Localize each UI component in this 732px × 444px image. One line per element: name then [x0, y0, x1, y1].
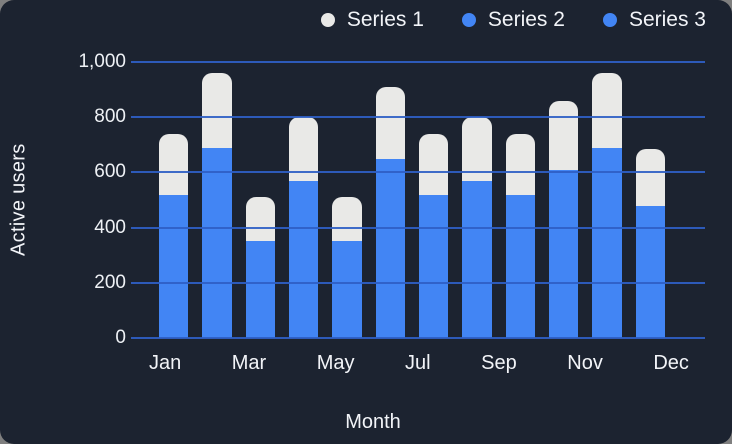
bar-segment-dec-series-1[interactable] [635, 148, 665, 206]
bar-segment-nov-series-2[interactable] [592, 147, 622, 243]
bar-segment-nov-series-1[interactable] [592, 73, 622, 148]
bar-segment-oct-series-3[interactable] [548, 253, 579, 338]
x-tick-label-jul: Jul [405, 352, 431, 374]
bar-segment-may-series-1[interactable] [332, 197, 362, 242]
bar-feb[interactable] [202, 62, 232, 338]
bar-segment-jul-series-1[interactable] [418, 133, 449, 195]
bar-nov[interactable] [592, 62, 622, 338]
bar-segment-feb-series-3[interactable] [202, 242, 232, 338]
bar-segment-apr-series-3[interactable] [288, 259, 319, 338]
bar-segment-mar-series-1[interactable] [245, 197, 275, 242]
bar-segment-aug-series-3[interactable] [462, 259, 492, 338]
x-tick-label-may: May [316, 352, 355, 374]
x-axis-ticks: Jan Mar May Jul Sep Nov Dec [145, 352, 705, 375]
bar-segment-sep-series-1[interactable] [505, 133, 535, 195]
bar-segment-jun-series-3[interactable] [375, 248, 405, 338]
y-tick-label-1000: 1,000 [78, 51, 126, 72]
bar-segment-sep-series-3[interactable] [505, 266, 535, 338]
x-tick-label-nov: Nov [567, 352, 603, 374]
bar-segment-jan-series-3[interactable] [159, 266, 189, 338]
bar-sep[interactable] [505, 62, 535, 338]
bar-segment-jul-series-3[interactable] [418, 266, 449, 338]
bar-segment-mar-series-2[interactable] [245, 241, 275, 290]
legend-dot-icon [461, 12, 476, 27]
bar-segment-jun-series-1[interactable] [375, 86, 405, 159]
bar-apr[interactable] [288, 62, 319, 338]
bar-segment-oct-series-1[interactable] [548, 100, 579, 170]
bar-segment-may-series-3[interactable] [332, 289, 362, 338]
legend-item-series-2[interactable]: Series 2 [461, 7, 565, 32]
bars-layer [145, 62, 705, 338]
bar-segment-oct-series-2[interactable] [548, 169, 579, 254]
bar-segment-sep-series-2[interactable] [505, 194, 535, 267]
y-tick-label-600: 600 [94, 161, 126, 183]
y-tick-label-800: 800 [94, 106, 126, 128]
x-axis-title: Month [345, 411, 401, 433]
plot-area: 0 200 400 600 800 1,000 [78, 51, 705, 348]
bar-segment-jan-series-1[interactable] [159, 133, 189, 195]
x-tick-label-sep: Sep [481, 352, 517, 374]
bar-segment-dec-series-2[interactable] [635, 205, 665, 272]
bar-segment-jun-series-2[interactable] [375, 158, 405, 249]
bar-segment-may-series-2[interactable] [332, 241, 362, 290]
bar-segment-jul-series-2[interactable] [418, 194, 449, 267]
y-tick-label-400: 400 [94, 216, 126, 238]
bar-segment-apr-series-2[interactable] [288, 180, 319, 260]
bar-jun[interactable] [375, 62, 405, 338]
legend-label: Series 1 [346, 8, 424, 31]
bar-dec[interactable] [635, 62, 665, 338]
chart-legend: Series 1 Series 2 Series 3 [320, 7, 706, 32]
bar-segment-aug-series-1[interactable] [462, 117, 492, 181]
bar-jul[interactable] [418, 62, 449, 338]
bar-segment-aug-series-2[interactable] [462, 180, 492, 260]
bar-may[interactable] [332, 62, 362, 338]
bar-segment-nov-series-3[interactable] [592, 242, 622, 338]
y-axis-title: Active users [7, 143, 30, 257]
bar-segment-jan-series-2[interactable] [159, 194, 189, 267]
x-tick-label-dec: Dec [653, 352, 689, 374]
bar-segment-apr-series-1[interactable] [288, 117, 319, 181]
bar-segment-feb-series-2[interactable] [202, 147, 232, 243]
legend-dot-icon [602, 12, 617, 27]
legend-item-series-1[interactable]: Series 1 [320, 7, 424, 32]
bar-segment-mar-series-3[interactable] [245, 289, 275, 338]
bar-aug[interactable] [462, 62, 492, 338]
legend-item-series-3[interactable]: Series 3 [602, 7, 706, 32]
legend-label: Series 2 [487, 8, 565, 31]
bar-mar[interactable] [245, 62, 275, 338]
x-tick-label-jan: Jan [149, 352, 182, 374]
x-tick-label-mar: Mar [231, 352, 267, 374]
bar-jan[interactable] [159, 62, 189, 338]
bar-segment-dec-series-3[interactable] [635, 271, 665, 338]
y-tick-label-200: 200 [94, 271, 126, 293]
y-tick-label-0: 0 [115, 327, 126, 348]
bar-segment-feb-series-1[interactable] [202, 73, 232, 148]
legend-dot-icon [320, 12, 335, 27]
bar-oct[interactable] [548, 62, 579, 338]
legend-label: Series 3 [628, 8, 706, 31]
